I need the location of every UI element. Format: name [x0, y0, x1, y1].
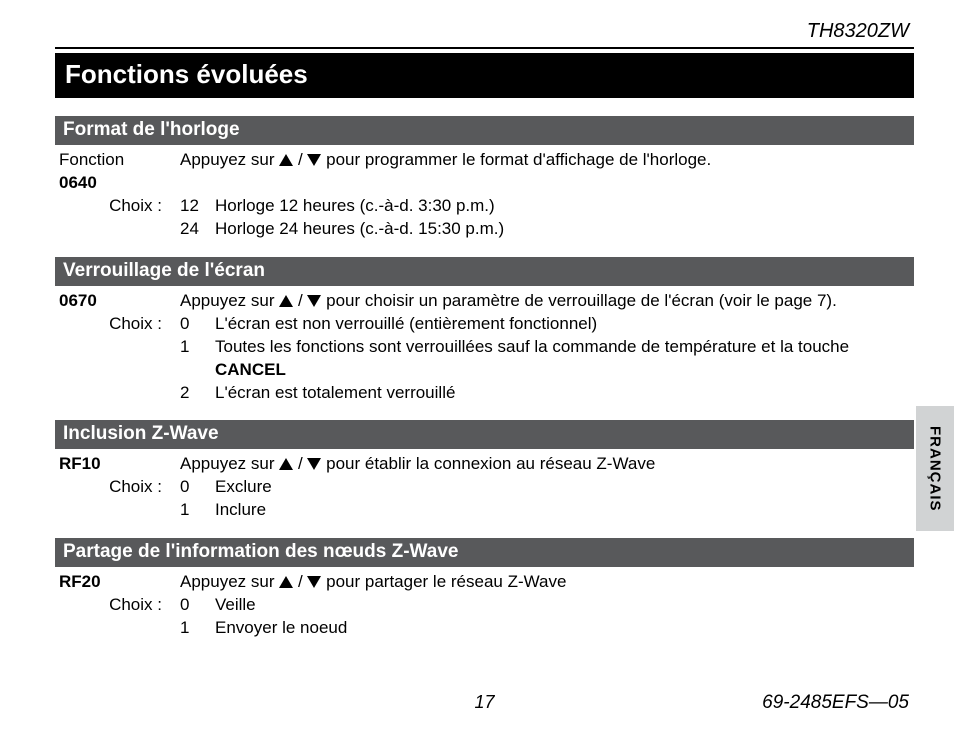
choice-row: 0Exclure [180, 476, 914, 499]
function-label: Fonction [59, 149, 180, 172]
triangle-up-icon [279, 154, 293, 166]
function-cell: RF20 [55, 571, 180, 594]
choices-list: 0Veille1Envoyer le noeud [180, 594, 914, 640]
choices-label: Choix : [59, 476, 180, 499]
choice-row: 1Toutes les fonctions sont verrouillées … [180, 336, 914, 382]
choice-row: 1Inclure [180, 499, 914, 522]
triangle-down-icon [307, 295, 321, 307]
choice-row: 0Veille [180, 594, 914, 617]
page-title: Fonctions évoluées [55, 53, 914, 98]
choice-text: Exclure [215, 476, 914, 499]
instruction-text: Appuyez sur / pour programmer le format … [180, 149, 914, 172]
choice-row: 12Horloge 12 heures (c.-à-d. 3:30 p.m.) [180, 195, 914, 218]
sections-container: Format de l'horlogeFonction0640Appuyez s… [55, 116, 914, 646]
bold-keyword: CANCEL [215, 360, 286, 379]
section-heading: Verrouillage de l'écran [55, 257, 914, 286]
function-cell: 0670 [55, 290, 180, 313]
function-cell: Fonction0640 [55, 149, 180, 195]
choice-number: 0 [180, 476, 215, 499]
choice-text: L'écran est non verrouillé (entièrement … [215, 313, 914, 336]
choices-list: 12Horloge 12 heures (c.-à-d. 3:30 p.m.)2… [180, 195, 914, 241]
choice-row: 1Envoyer le noeud [180, 617, 914, 640]
choice-number: 1 [180, 617, 215, 640]
choice-text: Horloge 24 heures (c.-à-d. 15:30 p.m.) [215, 218, 914, 241]
instruction-text: Appuyez sur / pour établir la connexion … [180, 453, 914, 476]
triangle-up-icon [279, 576, 293, 588]
page-number: 17 [474, 692, 494, 713]
instruction-text: Appuyez sur / pour partager le réseau Z-… [180, 571, 914, 594]
document-code: 69-2485EFS—05 [762, 692, 909, 714]
triangle-up-icon [279, 458, 293, 470]
triangle-down-icon [307, 154, 321, 166]
choice-number: 0 [180, 313, 215, 336]
language-tab: FRANÇAIS [916, 406, 954, 531]
model-number: TH8320ZW [55, 20, 914, 43]
section-body: 0670Appuyez sur / pour choisir un paramè… [55, 286, 914, 411]
choice-number: 12 [180, 195, 215, 218]
choices-list: 0L'écran est non verrouillé (entièrement… [180, 313, 914, 405]
choice-row: 0L'écran est non verrouillé (entièrement… [180, 313, 914, 336]
choice-text: Inclure [215, 499, 914, 522]
choice-text: Horloge 12 heures (c.-à-d. 3:30 p.m.) [215, 195, 914, 218]
instruction-text: Appuyez sur / pour choisir un paramètre … [180, 290, 914, 313]
choice-number: 24 [180, 218, 215, 241]
choice-text: Envoyer le noeud [215, 617, 914, 640]
function-cell: RF10 [55, 453, 180, 476]
choice-text: Toutes les fonctions sont verrouillées s… [215, 336, 914, 382]
choice-number: 1 [180, 499, 215, 522]
section-body: RF10Appuyez sur / pour établir la connex… [55, 449, 914, 528]
page-footer: 17 69-2485EFS—05 [55, 692, 914, 713]
function-code: 0640 [59, 172, 180, 195]
section-body: RF20Appuyez sur / pour partager le résea… [55, 567, 914, 646]
choice-text: L'écran est totalement verrouillé [215, 382, 914, 405]
choice-row: 2L'écran est totalement verrouillé [180, 382, 914, 405]
choice-text: Veille [215, 594, 914, 617]
choice-number: 2 [180, 382, 215, 405]
section-heading: Partage de l'information des nœuds Z-Wav… [55, 538, 914, 567]
triangle-down-icon [307, 576, 321, 588]
triangle-up-icon [279, 295, 293, 307]
section-heading: Format de l'horloge [55, 116, 914, 145]
function-code: RF20 [59, 571, 180, 594]
choice-number: 1 [180, 336, 215, 359]
choices-label: Choix : [59, 195, 180, 218]
section-body: Fonction0640Appuyez sur / pour programme… [55, 145, 914, 247]
choices-label: Choix : [59, 313, 180, 336]
top-rule [55, 47, 914, 49]
function-code: 0670 [59, 290, 180, 313]
choice-number: 0 [180, 594, 215, 617]
triangle-down-icon [307, 458, 321, 470]
section-heading: Inclusion Z-Wave [55, 420, 914, 449]
language-tab-label: FRANÇAIS [927, 426, 944, 512]
choice-row: 24Horloge 24 heures (c.-à-d. 15:30 p.m.) [180, 218, 914, 241]
function-code: RF10 [59, 453, 180, 476]
choices-label: Choix : [59, 594, 180, 617]
choices-list: 0Exclure1Inclure [180, 476, 914, 522]
